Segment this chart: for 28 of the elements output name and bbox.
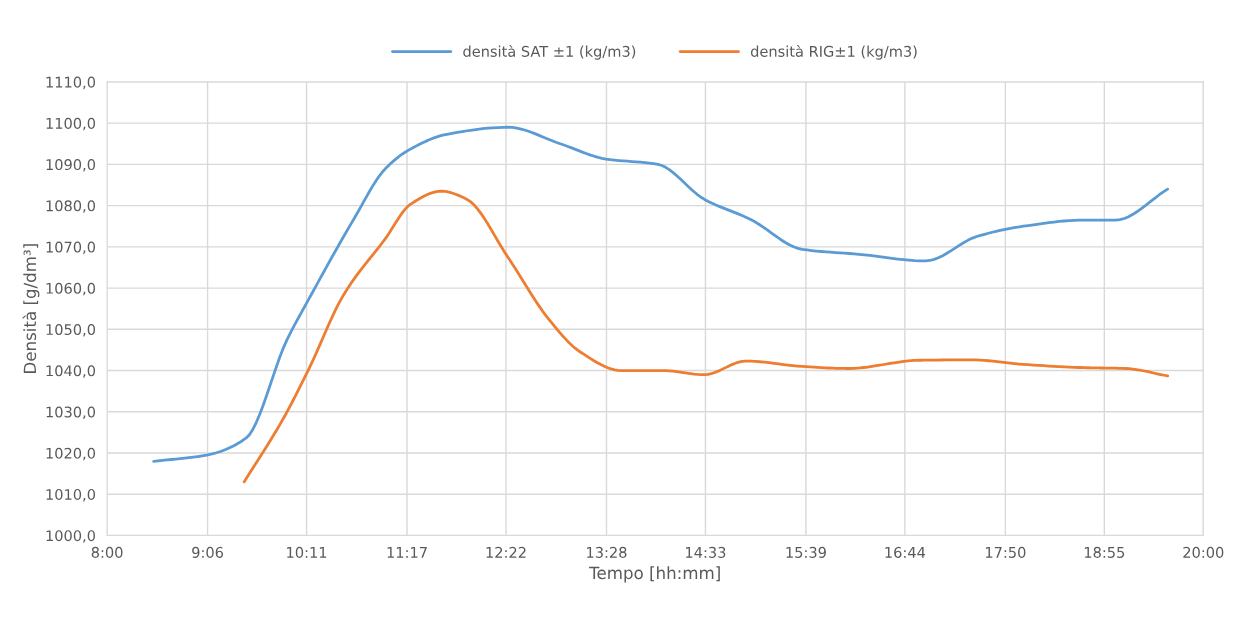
x-tick-label: 9:06	[192, 546, 224, 558]
y-tick-label: 1100,0	[46, 117, 96, 131]
legend-label: densità SAT ±1 (kg/m3)	[463, 45, 636, 60]
x-tick-label: 18:55	[1084, 546, 1125, 558]
y-tick-label: 1000,0	[46, 530, 96, 543]
y-axis-title: Densità [g/dm³]	[22, 244, 40, 373]
y-tick-label: 1030,0	[46, 406, 96, 420]
x-tick-label: 8:00	[91, 546, 123, 558]
legend-label: densità RIG±1 (kg/m3)	[750, 45, 917, 60]
x-tick-label: 15:39	[786, 546, 826, 558]
x-tick-label: 13:28	[587, 546, 627, 558]
x-axis-title: Tempo [hh:mm]	[589, 566, 720, 583]
y-tick-label: 1010,0	[46, 488, 96, 502]
x-tick-label: 10:11	[287, 546, 327, 558]
x-tick-label: 12:22	[486, 546, 526, 558]
y-tick-label: 1080,0	[46, 200, 96, 213]
y-tick-label: 1040,0	[46, 365, 96, 378]
y-tick-label: 1090,0	[46, 159, 96, 172]
y-tick-label: 1110,0	[46, 76, 96, 90]
y-tick-label: 1050,0	[46, 324, 96, 337]
x-tick-label: 17:50	[985, 546, 1026, 558]
y-tick-label: 1070,0	[46, 241, 96, 255]
y-tick-label: 1060,0	[46, 282, 96, 296]
x-tick-label: 20:00	[1183, 546, 1224, 558]
y-tick-label: 1020,0	[46, 447, 96, 461]
x-tick-label: 11:17	[387, 547, 427, 558]
x-tick-label: 16:44	[885, 546, 926, 558]
x-tick-label: 14:33	[686, 546, 726, 558]
